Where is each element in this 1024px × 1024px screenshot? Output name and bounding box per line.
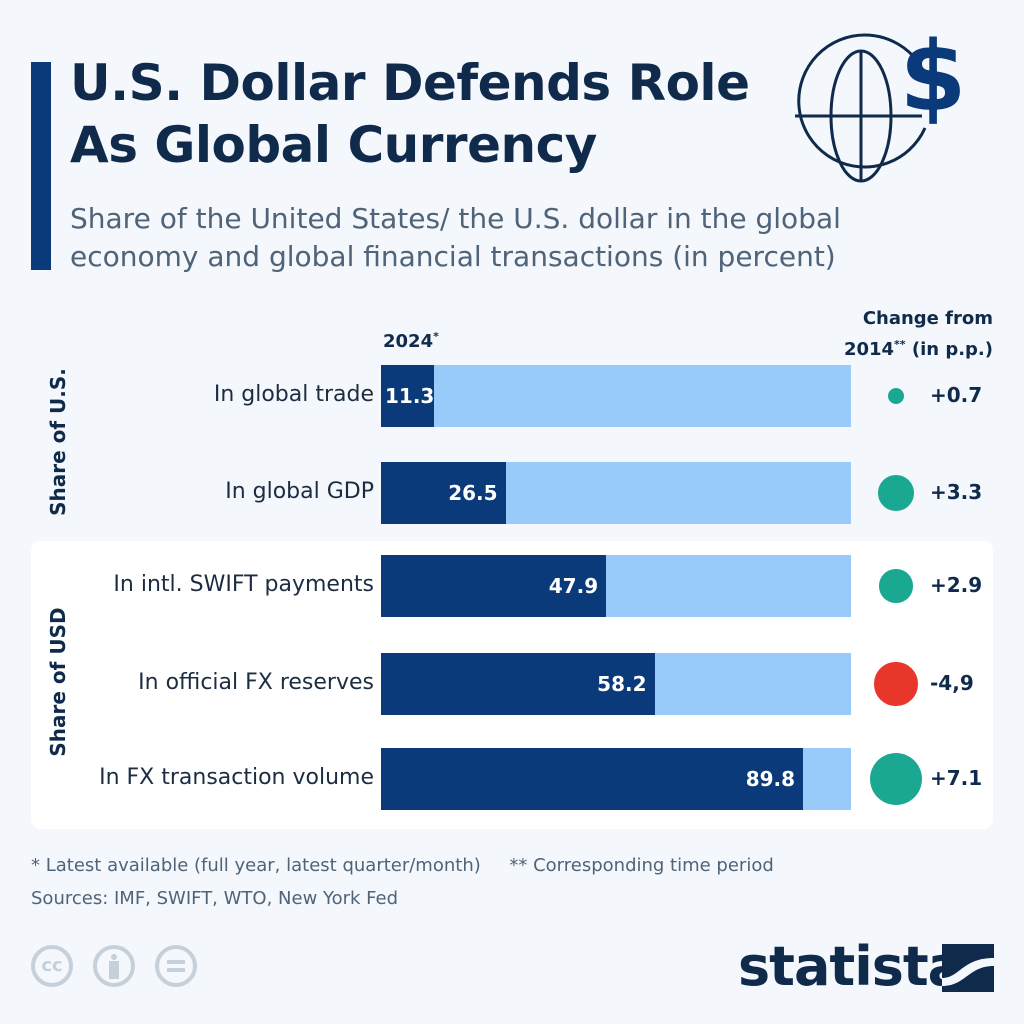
subtitle: Share of the United States/ the U.S. dol… [70, 202, 841, 273]
no-derivatives-icon[interactable] [155, 945, 197, 987]
change-header: Change from 2014** (in p.p.) [843, 308, 993, 360]
bar: 11.3 [381, 365, 434, 427]
attribution-icon[interactable] [93, 945, 135, 987]
value-label: 58.2 [597, 672, 647, 696]
category-label: In intl. SWIFT payments [113, 572, 374, 597]
category-label: In global GDP [225, 479, 374, 504]
change-bubble [887, 387, 905, 405]
title-line-1: U.S. Dollar Defends Role [70, 54, 750, 112]
change-bubble [869, 752, 923, 806]
statista-logo-mark [942, 944, 994, 992]
category-label: In FX transaction volume [99, 765, 374, 790]
value-label: 47.9 [548, 574, 599, 598]
bar: 58.2 [381, 653, 655, 715]
value-label: 11.3 [385, 384, 435, 408]
svg-text:$: $ [900, 21, 967, 133]
value-label: 26.5 [448, 481, 498, 505]
change-label: +0.7 [930, 383, 983, 407]
bar-track: 26.5 [381, 462, 851, 524]
bar-track: 89.8 [381, 748, 851, 810]
bar: 26.5 [381, 462, 506, 524]
bar: 47.9 [381, 555, 607, 617]
value-header: 2024* [383, 330, 439, 352]
category-label: In global trade [213, 382, 374, 407]
bar: 89.8 [381, 748, 804, 810]
group-label-us: Share of U.S. [46, 368, 70, 516]
change-bubble [878, 475, 914, 511]
cc-icon[interactable]: cc [31, 945, 73, 987]
statista-logo[interactable]: statista [738, 935, 964, 998]
globe-dollar-icon: $ [795, 21, 967, 183]
bar-track: 11.3 [381, 365, 851, 427]
group-label-usd: Share of USD [46, 607, 70, 757]
sources: Sources: IMF, SWIFT, WTO, New York Fed [31, 888, 399, 909]
change-label: +3.3 [930, 480, 983, 504]
bar-track: 58.2 [381, 653, 851, 715]
change-label: +2.9 [930, 573, 983, 597]
change-label: -4,9 [930, 671, 974, 695]
bar-track: 47.9 [381, 555, 851, 617]
page-title: U.S. Dollar Defends Role As Global Curre… [70, 52, 750, 176]
footnote: * Latest available (full year, latest qu… [31, 855, 774, 876]
change-bubble [874, 662, 918, 706]
change-label: +7.1 [930, 766, 983, 790]
title-line-2: As Global Currency [70, 116, 597, 174]
category-label: In official FX reserves [138, 670, 374, 695]
change-bubble [879, 569, 913, 603]
value-label: 89.8 [745, 767, 796, 791]
title-accent-bar [31, 62, 51, 270]
